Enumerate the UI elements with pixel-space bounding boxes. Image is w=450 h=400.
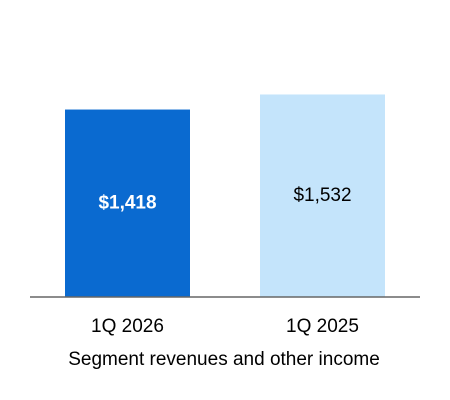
data-label: $1,418 [98,192,156,213]
data-label: $1,532 [293,185,351,206]
bar [65,109,190,297]
bar [260,94,385,297]
x-axis-title: Segment revenues and other income [68,349,380,370]
x-tick-label: 1Q 2025 [286,316,359,337]
x-tick-label: 1Q 2026 [91,316,164,337]
